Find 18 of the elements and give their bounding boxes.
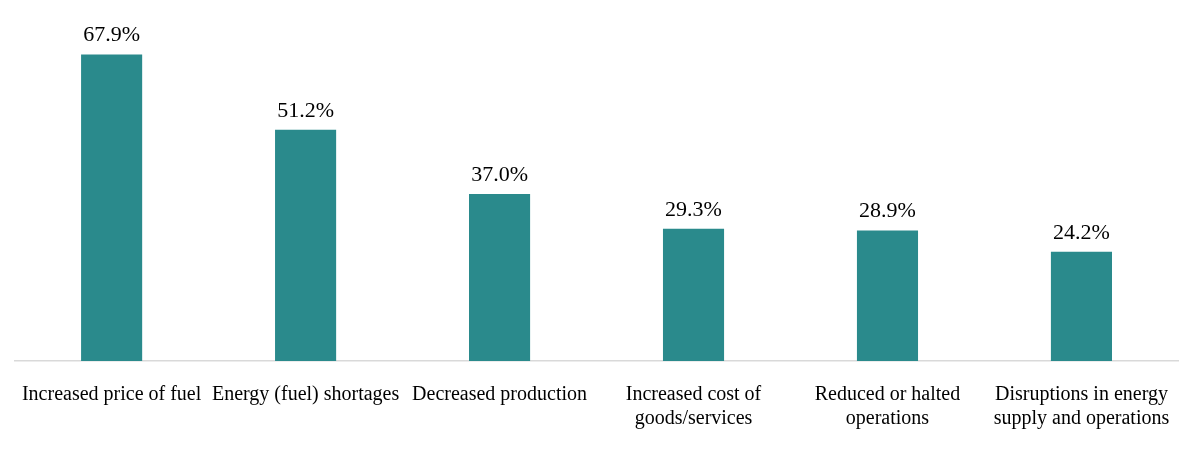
x-tick-label: Decreased production (412, 382, 588, 406)
data-label: 24.2% (1053, 218, 1110, 244)
bar (856, 230, 919, 361)
data-label: 51.2% (277, 96, 334, 122)
data-label: 28.9% (859, 197, 916, 223)
bar (275, 129, 337, 361)
bar (1050, 251, 1113, 361)
x-tick-label: Reduced or halted operations (814, 382, 961, 430)
x-tick-label: Energy (fuel) shortages (211, 382, 400, 406)
data-label: 37.0% (471, 160, 528, 186)
data-label: 29.3% (665, 195, 722, 221)
x-tick-label: Increased price of fuel (21, 382, 202, 406)
bar (81, 54, 143, 361)
data-label: 67.9% (83, 21, 141, 47)
x-tick-label: Increased cost of goods/services (625, 382, 762, 430)
bar (662, 228, 725, 361)
bar (469, 193, 531, 361)
x-tick-label: Disruptions in energy supply and operations (993, 382, 1170, 430)
